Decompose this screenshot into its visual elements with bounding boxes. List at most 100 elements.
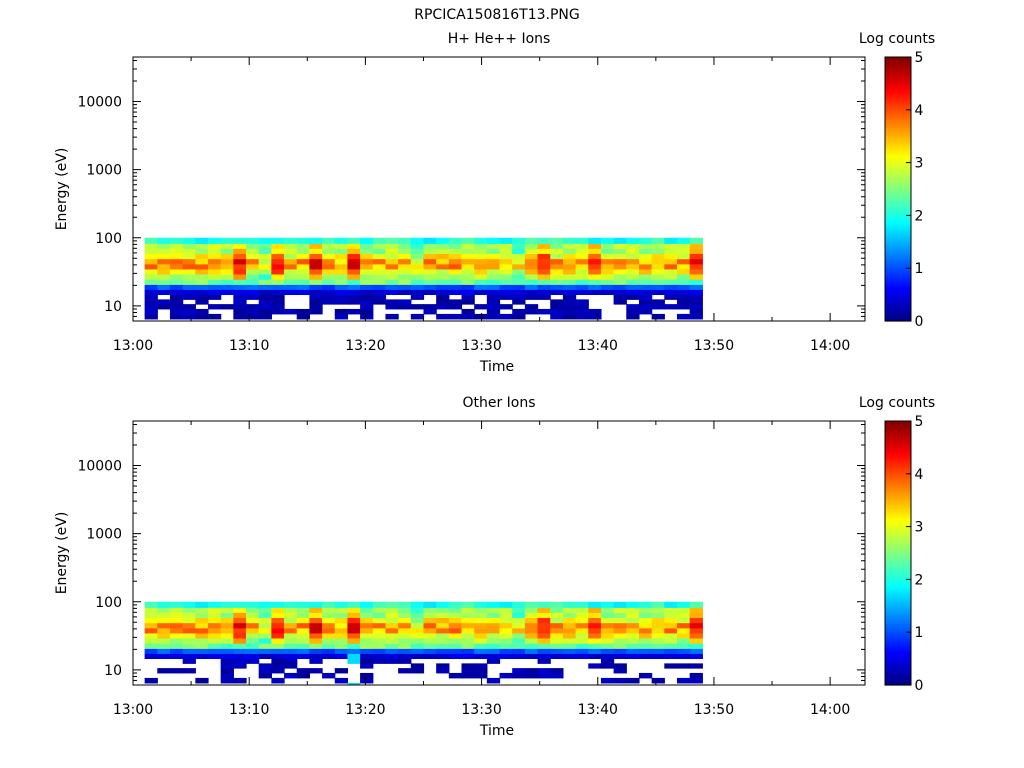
spectrogram-cell xyxy=(169,643,184,649)
spectrogram-cell xyxy=(208,273,222,280)
spectrogram-cell xyxy=(651,637,665,644)
spectrogram-cell xyxy=(537,648,551,654)
colorbar-tick-label: 5 xyxy=(915,50,924,66)
spectrogram-cell xyxy=(537,258,551,265)
spectrogram-cell xyxy=(550,653,564,659)
spectrogram-cell xyxy=(208,263,222,270)
colorbar-segment xyxy=(885,471,911,475)
colorbar-segment xyxy=(885,577,911,580)
colorbar-segment xyxy=(885,294,911,298)
spectrogram-cell xyxy=(575,643,589,649)
spectrogram-cell xyxy=(360,289,374,295)
spectrogram-cell xyxy=(588,289,602,295)
spectrogram-cell xyxy=(246,601,260,608)
spectrogram-cell xyxy=(613,258,627,265)
spectrogram-cell xyxy=(233,627,247,634)
spectrogram-cell xyxy=(512,627,526,634)
spectrogram-cell xyxy=(651,622,665,629)
spectrogram-cell xyxy=(296,612,310,618)
colorbar-segment xyxy=(885,241,911,245)
spectrogram-cell xyxy=(448,648,463,654)
spectrogram-cell xyxy=(347,263,361,270)
spectrogram-cell xyxy=(334,253,349,260)
spectrogram-cell xyxy=(524,643,539,649)
spectrogram-cell xyxy=(220,268,234,275)
colorbar-segment xyxy=(885,217,911,221)
spectrogram-cell xyxy=(676,248,691,254)
spectrogram-cell xyxy=(360,648,374,654)
spectrogram-cell xyxy=(334,258,349,265)
spectrogram-cell xyxy=(448,617,463,624)
spectrogram-cell xyxy=(144,243,158,249)
spectrogram-cell xyxy=(208,289,222,295)
colorbar-segment xyxy=(885,230,911,234)
spectrogram-cell xyxy=(638,294,653,300)
spectrogram-cell xyxy=(169,304,184,310)
colorbar-segment xyxy=(885,550,911,554)
spectrogram-cell xyxy=(524,622,539,629)
spectrogram-cell xyxy=(664,601,678,608)
spectrogram-cell xyxy=(410,668,425,674)
colorbar-segment xyxy=(885,131,911,135)
colorbar-segment xyxy=(885,638,911,642)
spectrogram-cell xyxy=(461,237,475,244)
colorbar-segment xyxy=(885,228,911,232)
spectrogram-cell xyxy=(334,263,349,270)
spectrogram-cell xyxy=(550,268,564,275)
spectrogram-cell xyxy=(398,248,412,254)
spectrogram-cell xyxy=(626,601,640,608)
spectrogram-cell xyxy=(271,648,285,654)
spectrogram-cell xyxy=(233,237,247,244)
spectrogram-cell xyxy=(144,268,158,275)
spectrogram-cell xyxy=(372,299,387,305)
colorbar-segment xyxy=(885,184,911,188)
spectrogram-cell xyxy=(613,243,627,249)
spectrogram-cell xyxy=(398,284,412,290)
spectrogram-cell xyxy=(474,248,488,254)
spectrogram-cell xyxy=(360,284,374,290)
spectrogram-cell xyxy=(347,237,361,244)
spectrogram-cell xyxy=(486,299,501,305)
spectrogram-cell xyxy=(182,601,196,608)
spectrogram-cell xyxy=(638,258,653,265)
spectrogram-cell xyxy=(575,601,589,608)
colorbar-segment xyxy=(885,619,911,622)
colorbar-segment xyxy=(885,440,911,444)
spectrogram-cell xyxy=(195,612,209,618)
colorbar-segment xyxy=(885,520,911,523)
spectrogram-cell xyxy=(398,237,412,244)
spectrogram-cell xyxy=(258,648,272,654)
colorbar-segment xyxy=(885,263,911,267)
spectrogram-cell xyxy=(613,668,627,674)
spectrogram-cell xyxy=(664,653,678,659)
spectrogram-cell xyxy=(689,637,703,644)
colorbar-segment xyxy=(885,445,911,448)
spectrogram-cell xyxy=(182,284,196,290)
y-tick-label: 10 xyxy=(104,299,122,315)
spectrogram-cell xyxy=(372,279,387,285)
spectrogram-cell xyxy=(486,284,501,290)
spectrogram-cell xyxy=(436,632,450,639)
spectrogram-cell xyxy=(284,643,298,649)
colorbar-segment xyxy=(885,266,911,269)
spectrogram-cell xyxy=(512,284,526,290)
panels: H+ He++ Ions Time Energy (eV) 13:00 13:10 13:… xyxy=(54,31,935,739)
y-tick-label: 100 xyxy=(95,595,122,611)
spectrogram-cell xyxy=(334,677,349,684)
spectrogram-cell xyxy=(410,243,425,249)
spectrogram-cell xyxy=(486,601,501,608)
colorbar-segment xyxy=(885,645,911,649)
spectrogram-cell xyxy=(651,677,665,684)
colorbar-segment xyxy=(885,316,911,320)
spectrogram-cell xyxy=(195,677,209,684)
spectrogram-cell xyxy=(588,308,602,315)
x-tick-label: 14:00 xyxy=(810,702,850,718)
colorbar-segment xyxy=(885,458,911,462)
spectrogram-cell xyxy=(182,632,196,639)
spectrogram-cell xyxy=(575,313,589,320)
spectrogram-cell xyxy=(537,253,551,260)
spectrogram-cell xyxy=(562,237,577,244)
spectrogram-cell xyxy=(575,612,589,618)
spectrogram-cell xyxy=(461,668,475,674)
spectrogram-cell xyxy=(284,627,298,634)
